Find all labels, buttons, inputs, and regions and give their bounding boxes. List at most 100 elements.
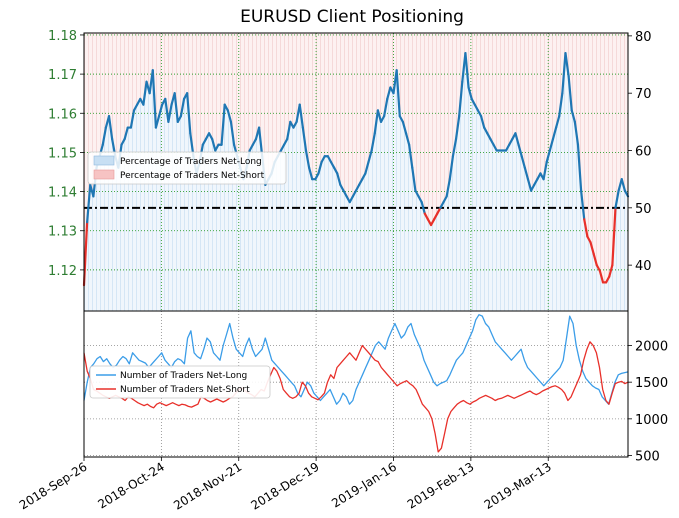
price-tick-label: 1.15 <box>48 146 77 161</box>
percentage-segment <box>179 97 186 118</box>
legend-swatch-net-long <box>93 155 115 166</box>
percentage-segment <box>576 143 583 192</box>
legend-label-net-long-count: Number of Traders Net-Long <box>120 371 247 381</box>
percentage-tick-label: 80 <box>635 30 652 45</box>
price-tick-label: 1.14 <box>48 186 77 201</box>
percentage-segment <box>167 103 173 123</box>
count-axis: 2000 1500 1000 500 <box>628 339 668 465</box>
count-tick-label: 1500 <box>635 376 668 391</box>
count-tick-label: 2000 <box>635 339 668 354</box>
percentage-tick-label: 60 <box>635 145 652 160</box>
percentage-segment <box>548 137 555 152</box>
percentage-segment <box>467 86 473 101</box>
net-long-count-line <box>83 314 629 405</box>
percentage-segment <box>514 132 520 146</box>
percentage-segment <box>401 120 408 135</box>
net-short-count-line <box>83 341 629 453</box>
date-tick-label: 2019-Jan-16 <box>329 460 399 511</box>
date-tick-label: 2018-Nov-21 <box>171 460 244 513</box>
percentage-segment <box>411 166 417 192</box>
price-tick-label: 1.12 <box>48 264 77 279</box>
legend-label-net-short-count: Number of Traders Net-Short <box>120 385 250 395</box>
percentage-segment <box>186 92 192 135</box>
percentage-segment <box>229 120 236 146</box>
price-tick-label: 1.17 <box>48 68 77 83</box>
percentage-segment <box>304 149 311 169</box>
percentage-segment <box>257 126 264 158</box>
date-tick-label: 2018-Oct-24 <box>95 460 166 512</box>
percentage-segment <box>364 160 370 175</box>
date-tick-label: 2019-Feb-13 <box>405 460 477 512</box>
percentage-segment <box>523 166 530 181</box>
percentage-segment <box>592 252 598 267</box>
percentage-segment <box>558 92 564 118</box>
bottom-panel-frame <box>83 310 629 458</box>
net-long-area <box>84 53 628 311</box>
percentage-segment <box>107 115 114 141</box>
percentage-segment <box>386 86 392 101</box>
percentage-segment <box>82 221 89 287</box>
percentage-segment <box>286 120 292 141</box>
percentage-tick-label: 70 <box>635 87 652 102</box>
percentage-segment <box>129 109 136 129</box>
positioning-panel: 1.18 1.17 1.16 1.15 1.14 1.13 1.12 80 70 60 50 40 <box>48 29 652 312</box>
legend-label-net-short: Percentage of Traders Net-Short <box>120 171 265 181</box>
percentage-segment <box>220 103 226 146</box>
date-axis: 2018-Sep-26 2018-Oct-24 2018-Nov-21 2018-De… <box>17 457 554 513</box>
percentage-segment <box>157 103 164 118</box>
percentage-segment <box>226 109 233 123</box>
legend-swatch-net-short <box>93 169 115 180</box>
percentage-segment <box>298 103 304 129</box>
percentage-segment <box>86 183 92 224</box>
percentage-segment <box>567 74 573 112</box>
percentage-segment <box>173 92 179 123</box>
percentage-segment <box>580 189 586 221</box>
percentage-segment <box>542 160 548 181</box>
percentage-segment <box>520 155 526 169</box>
date-tick-label: 2018-Dec-19 <box>248 460 321 513</box>
percentage-segment <box>211 137 217 152</box>
legend-label-net-long: Percentage of Traders Net-Long <box>120 157 262 167</box>
percentage-segment <box>373 109 379 135</box>
percentage-segment <box>336 172 342 186</box>
price-tick-label: 1.18 <box>48 29 77 44</box>
percentage-segment <box>526 178 533 192</box>
chart-title: EURUSD Client Positioning <box>240 7 464 27</box>
percentage-segment <box>142 80 148 106</box>
percentage-segment <box>598 269 605 284</box>
percentage-segment <box>308 166 314 181</box>
percentage-segment <box>583 218 589 238</box>
percentage-segment <box>301 126 308 152</box>
percentage-segment <box>101 126 107 146</box>
percentage-segment <box>154 115 161 129</box>
percentage-tick-label: 50 <box>635 202 652 217</box>
percentage-segment <box>123 126 129 141</box>
percentage-segment <box>545 149 551 164</box>
percentage-segment <box>445 178 451 198</box>
percentage-segment <box>408 143 414 169</box>
percentage-segment <box>151 69 158 129</box>
percentage-segment <box>611 206 617 267</box>
percentage-segment <box>623 189 630 198</box>
percentage-segment <box>367 149 373 164</box>
percentage-segment <box>448 155 455 181</box>
percentage-segment <box>561 51 567 95</box>
percentage-segment <box>608 264 614 278</box>
top-legend: Percentage of Traders Net-Long Percentag… <box>87 151 287 185</box>
price-tick-label: 1.16 <box>48 107 77 122</box>
percentage-segment <box>570 109 576 123</box>
count-tick-label: 1000 <box>635 413 668 428</box>
percentage-segment <box>404 132 411 146</box>
percentage-segment <box>551 126 558 141</box>
percentage-segment <box>451 137 458 158</box>
percentage-segment <box>464 51 470 89</box>
percentage-segment <box>620 178 626 192</box>
count-tick-label: 500 <box>635 450 660 465</box>
percentage-segment <box>420 200 426 215</box>
date-tick-label: 2019-Mar-13 <box>482 460 554 512</box>
percentage-segment <box>573 120 580 146</box>
price-tick-label: 1.13 <box>48 225 77 240</box>
percentage-segment <box>164 97 170 123</box>
trader-count-lines <box>83 314 629 453</box>
